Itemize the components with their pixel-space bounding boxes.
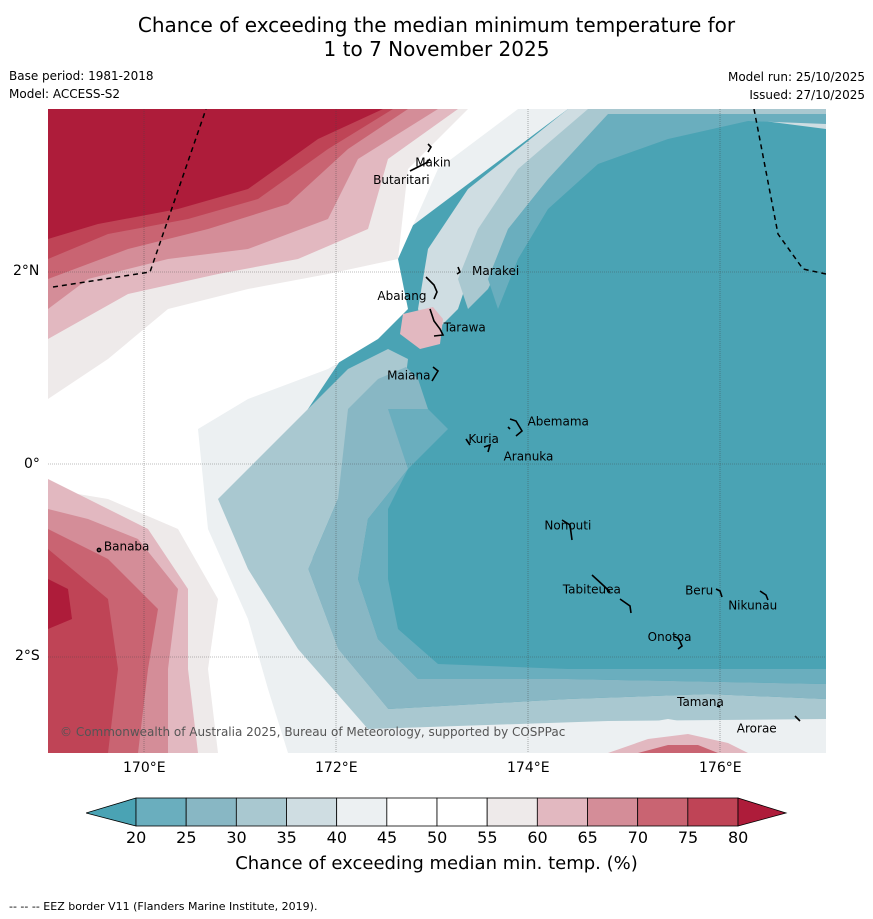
abemama-island [507, 418, 524, 437]
nonouti-island [561, 519, 573, 541]
place-label-tarawa: Tarawa [443, 321, 486, 335]
beru-island [715, 588, 723, 598]
place-label-arorae: Arorae [737, 721, 777, 735]
tabiteuea-island [591, 574, 632, 614]
tamana-island [716, 705, 721, 708]
colorbar-tick-30: 30 [226, 828, 247, 847]
marakei-island [456, 266, 461, 275]
makin-island [409, 143, 433, 172]
lat-label-2s: 2°S [15, 648, 40, 664]
maiana-island [431, 366, 440, 382]
band-north-east-3 [488, 114, 826, 309]
colorbar-cell-45 [386, 797, 438, 827]
base-period: Base period: 1981-2018 [9, 69, 154, 83]
band-65 [48, 109, 438, 753]
chart-title-line1: Chance of exceeding the median minimum t… [137, 13, 736, 37]
colorbar-cell-55 [486, 797, 538, 827]
colorbar-cell-35 [286, 797, 338, 827]
colorbar-tick-70: 70 [627, 828, 649, 847]
colorbar-low-arrow [86, 797, 137, 827]
colorbar-tick-35: 35 [276, 828, 297, 847]
colorbar-tick-65: 65 [577, 828, 598, 847]
place-label-kuria: Kuria [468, 432, 499, 446]
place-label-nonouti: Nonouti [544, 518, 591, 532]
colorbar-tick-60: 60 [527, 828, 548, 847]
colorbar-cell-65 [587, 797, 639, 827]
issued-date: Issued: 27/10/2025 [749, 88, 865, 102]
colorbar-tick-40: 40 [326, 828, 348, 847]
lon-label-176: 176°E [699, 760, 742, 776]
colorbar-tick-45: 45 [376, 828, 398, 847]
eez-border-east [753, 109, 826, 275]
place-label-onotoa: Onotoa [648, 630, 692, 644]
place-label-maiana: Maiana [387, 369, 430, 383]
island-outlines [96, 143, 801, 722]
band-30 [308, 367, 826, 709]
colorbar-cell-75 [687, 797, 739, 827]
place-label-beru: Beru [685, 584, 713, 598]
colorbar-tick-55: 55 [477, 828, 498, 847]
place-label-aranuka: Aranuka [504, 450, 554, 464]
eez-footnote: -- -- -- EEZ border V11 (Flanders Marine… [9, 900, 318, 913]
band-south-east-red [638, 745, 718, 753]
place-label-makin: Makin [415, 156, 451, 170]
colorbar-cell-70 [637, 797, 689, 827]
band-north-east-2 [458, 109, 826, 309]
lon-label-172: 172°E [315, 760, 358, 776]
place-label-butaritari: Butaritari [373, 173, 430, 187]
colorbar-tick-25: 25 [176, 828, 197, 847]
band-high [48, 109, 383, 239]
nikunau-island [759, 590, 769, 601]
lat-label-2n: 2°N [13, 263, 40, 279]
abaiang-island [425, 276, 438, 300]
tarawa-island [429, 308, 445, 337]
colorbar-high-arrow [737, 797, 788, 827]
lon-label-174: 174°E [507, 760, 550, 776]
colorbar-cell-40 [336, 797, 388, 827]
colorbar-cell-25 [185, 797, 237, 827]
band-25 [358, 409, 826, 684]
arorae-island [794, 715, 801, 722]
model-run-date: Model run: 25/10/2025 [727, 70, 865, 84]
band-high-sw [48, 579, 72, 629]
copyright-notice: © Commonwealth of Australia 2025, Bureau… [60, 725, 565, 739]
place-label-tamana: Tamana [676, 695, 724, 709]
band-south-east-pink [608, 734, 748, 753]
probability-map: Makin Butaritari Marakei Abaiang Tarawa Maian… [48, 109, 826, 753]
place-label-abemama: Abemama [528, 415, 589, 429]
band-70 [48, 109, 408, 753]
colorbar-cell-20 [135, 797, 187, 827]
kuria-aranuka-island [465, 438, 492, 453]
place-label-marakei: Marakei [472, 264, 519, 278]
colorbar-tick-80: 80 [728, 828, 749, 847]
colorbar-title: Chance of exceeding median min. temp. (%… [235, 853, 638, 874]
colorbar-tick-50: 50 [427, 828, 448, 847]
colorbar-cell-60 [536, 797, 588, 827]
banaba-island [96, 547, 102, 553]
place-label-banaba: Banaba [104, 540, 150, 554]
colorbar-cell-50 [436, 797, 488, 827]
band-north-east [418, 109, 826, 339]
lon-label-170: 170°E [123, 760, 166, 776]
colorbar [86, 797, 788, 827]
colorbar-tick-75: 75 [677, 828, 699, 847]
onotoa-island [673, 635, 683, 650]
lat-label-0: 0° [24, 456, 40, 472]
model-name: Model: ACCESS-S2 [9, 87, 121, 101]
colorbar-tick-20: 20 [126, 828, 147, 847]
place-label-abaiang: Abaiang [377, 289, 426, 303]
chart-title-line2: 1 to 7 November 2025 [323, 37, 550, 61]
place-label-tabiteuea: Tabiteuea [562, 583, 621, 597]
colorbar-cell-30 [235, 797, 287, 827]
place-label-nikunau: Nikunau [728, 599, 777, 613]
